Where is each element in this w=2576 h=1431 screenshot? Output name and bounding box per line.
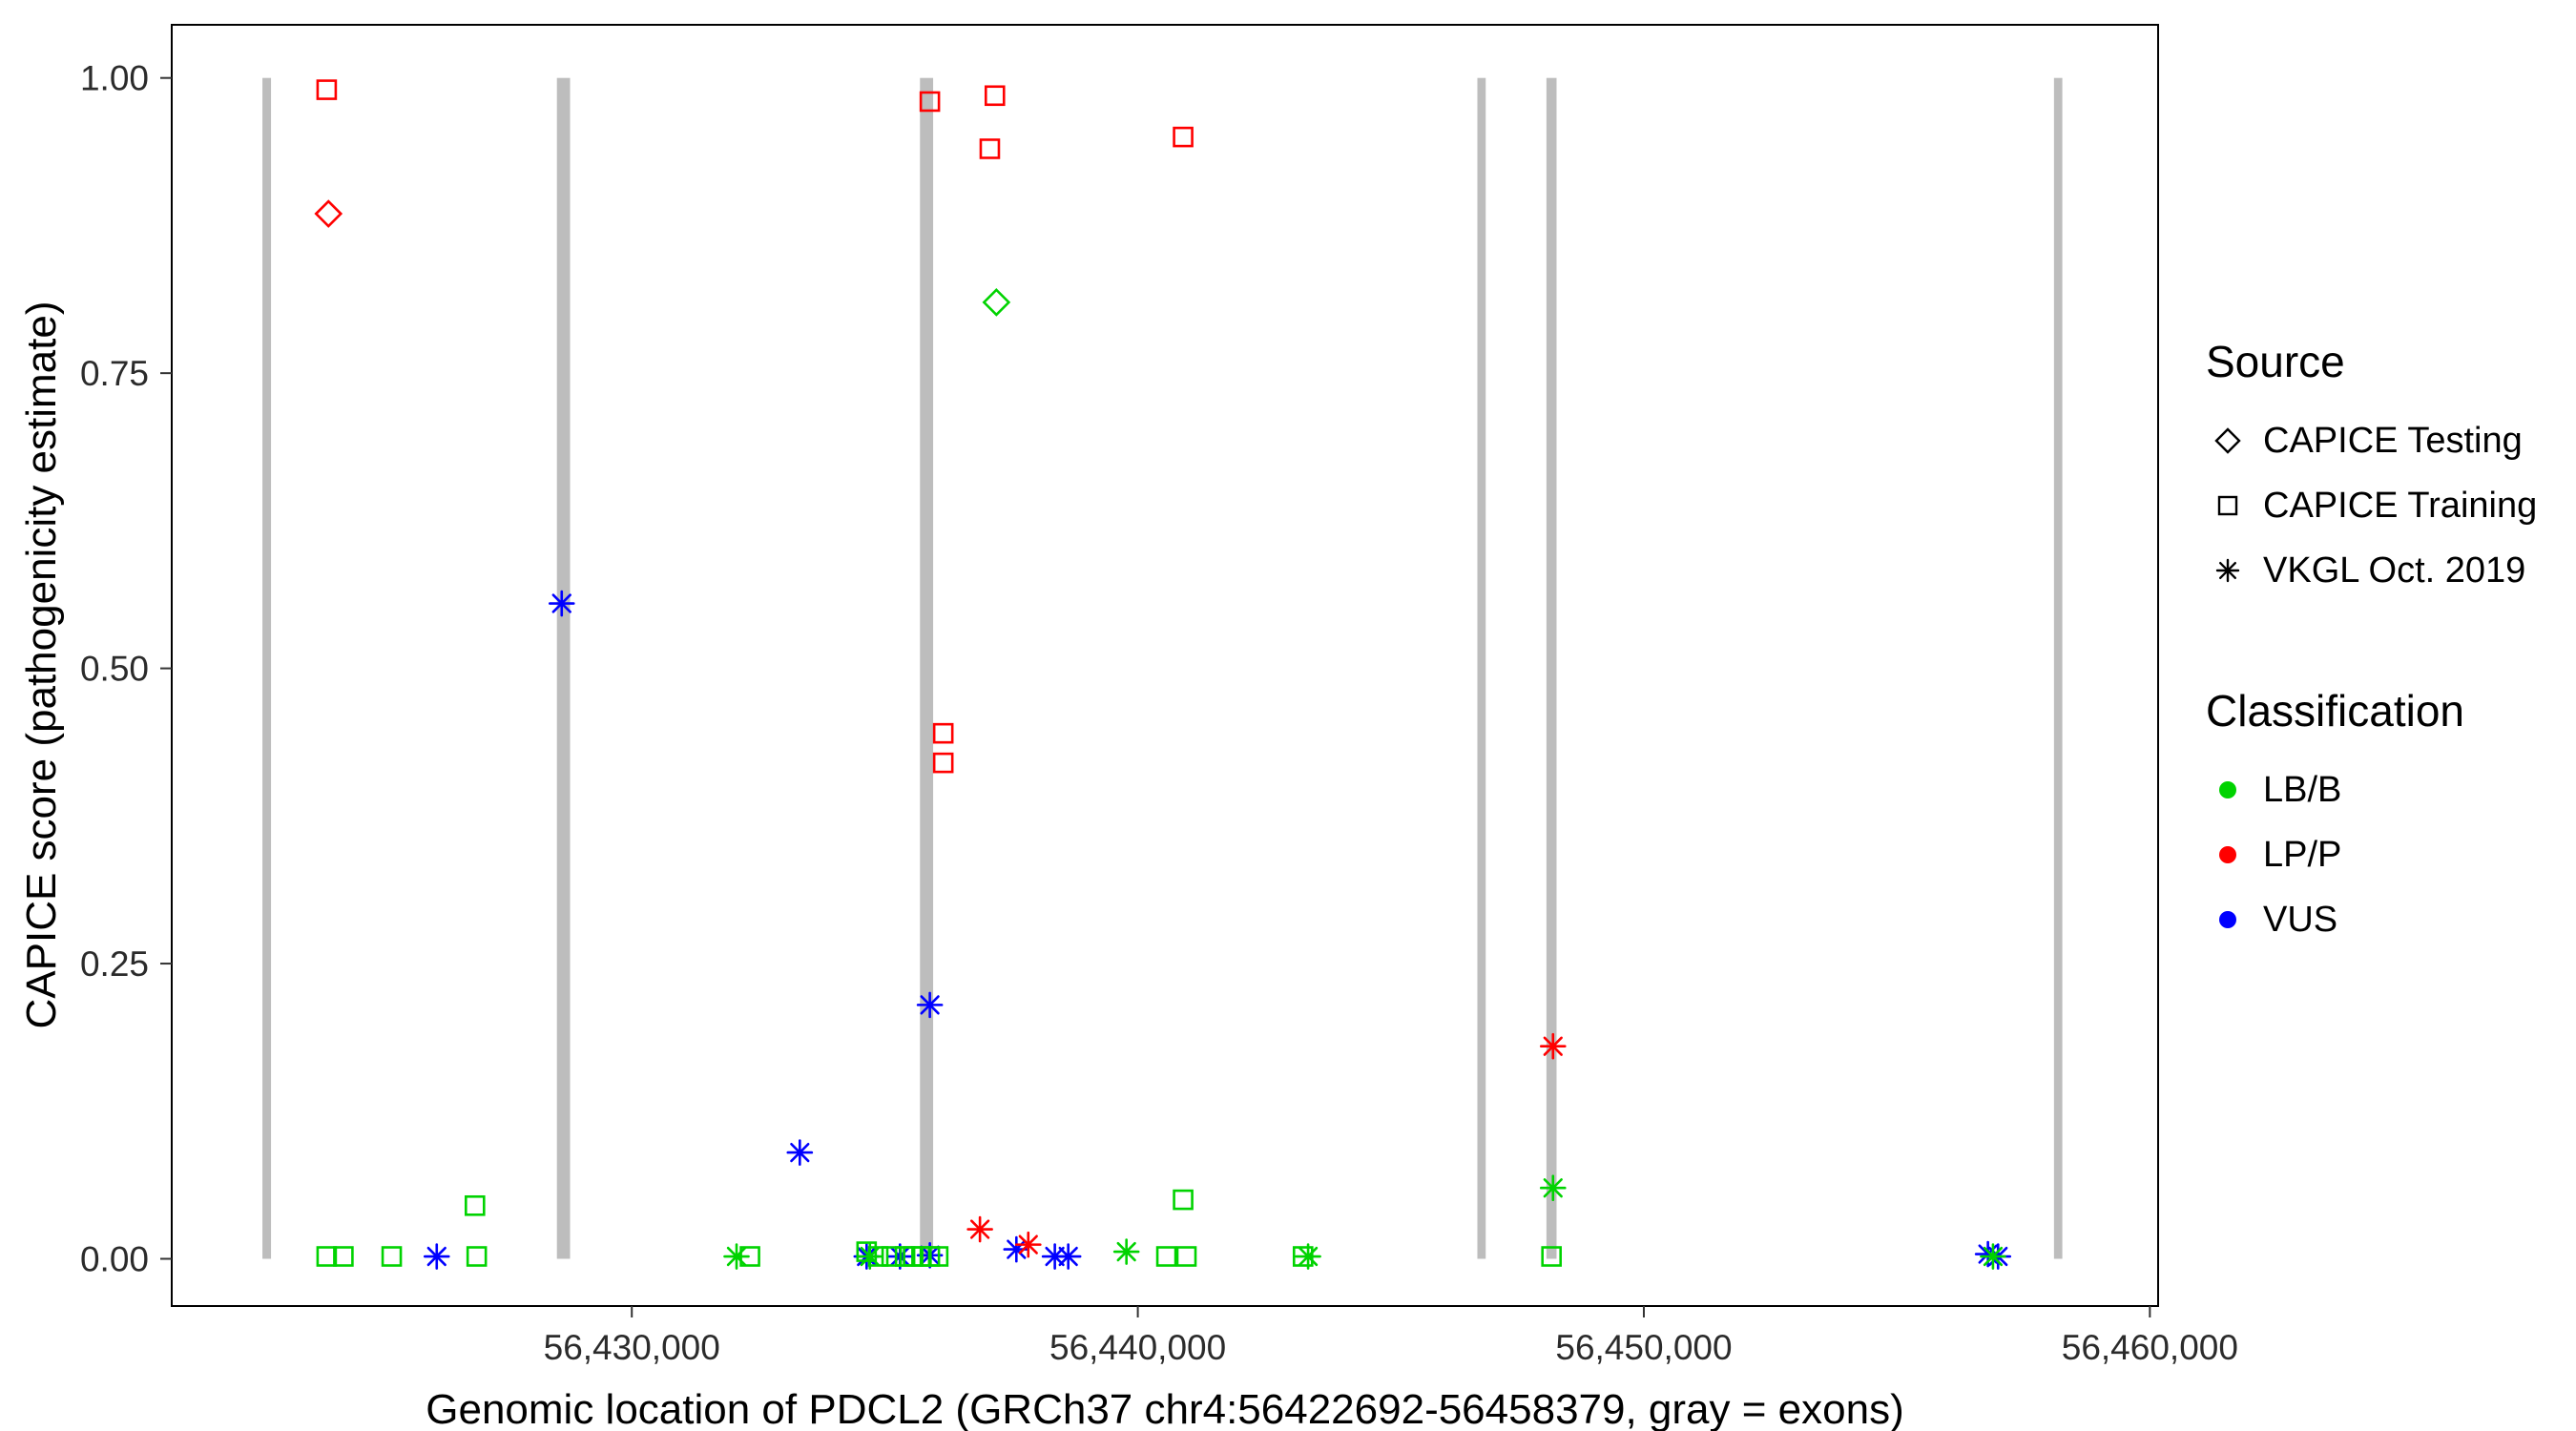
legend-item-capice-training: CAPICE Training [2206, 473, 2537, 538]
legend-item-lbb: LB/B [2206, 757, 2537, 822]
legend-label: CAPICE Training [2263, 485, 2538, 526]
legend-title-classification: Classification [2206, 686, 2464, 736]
svg-text:0.00: 0.00 [80, 1239, 149, 1278]
svg-text:0.25: 0.25 [80, 944, 149, 984]
svg-text:1.00: 1.00 [80, 59, 149, 98]
svg-text:0.50: 0.50 [80, 650, 149, 689]
legend-label: VKGL Oct. 2019 [2263, 550, 2526, 591]
legend: Source CAPICE Testing CAPICE Training [2206, 336, 2537, 952]
legend-item-vkgl: VKGL Oct. 2019 [2206, 538, 2537, 603]
legend-label: LP/P [2263, 834, 2342, 875]
legend-group-source: Source CAPICE Testing CAPICE Training [2206, 336, 2537, 603]
legend-item-vus: VUS [2206, 887, 2537, 952]
svg-text:56,440,000: 56,440,000 [1049, 1328, 1226, 1367]
legend-label: LB/B [2263, 769, 2342, 810]
svg-text:56,460,000: 56,460,000 [2062, 1328, 2238, 1367]
green-dot-icon [2206, 768, 2250, 812]
red-dot-icon [2206, 833, 2250, 877]
y-axis-title: CAPICE score (pathogenicity estimate) [18, 301, 65, 1029]
asterisk-icon [2206, 549, 2250, 592]
legend-item-capice-testing: CAPICE Testing [2206, 408, 2537, 473]
svg-text:56,430,000: 56,430,000 [544, 1328, 720, 1367]
blue-dot-icon [2206, 898, 2250, 942]
legend-label: CAPICE Testing [2263, 420, 2523, 461]
legend-label: VUS [2263, 899, 2338, 940]
square-icon [2206, 484, 2250, 528]
legend-title-source: Source [2206, 337, 2345, 386]
svg-text:56,450,000: 56,450,000 [1555, 1328, 1732, 1367]
legend-item-lpp: LP/P [2206, 822, 2537, 887]
x-axis-title: Genomic location of PDCL2 (GRCh37 chr4:5… [426, 1386, 1904, 1431]
legend-group-classification: Classification LB/B LP/P [2206, 685, 2537, 952]
svg-text:0.75: 0.75 [80, 354, 149, 393]
diamond-icon [2206, 419, 2250, 463]
